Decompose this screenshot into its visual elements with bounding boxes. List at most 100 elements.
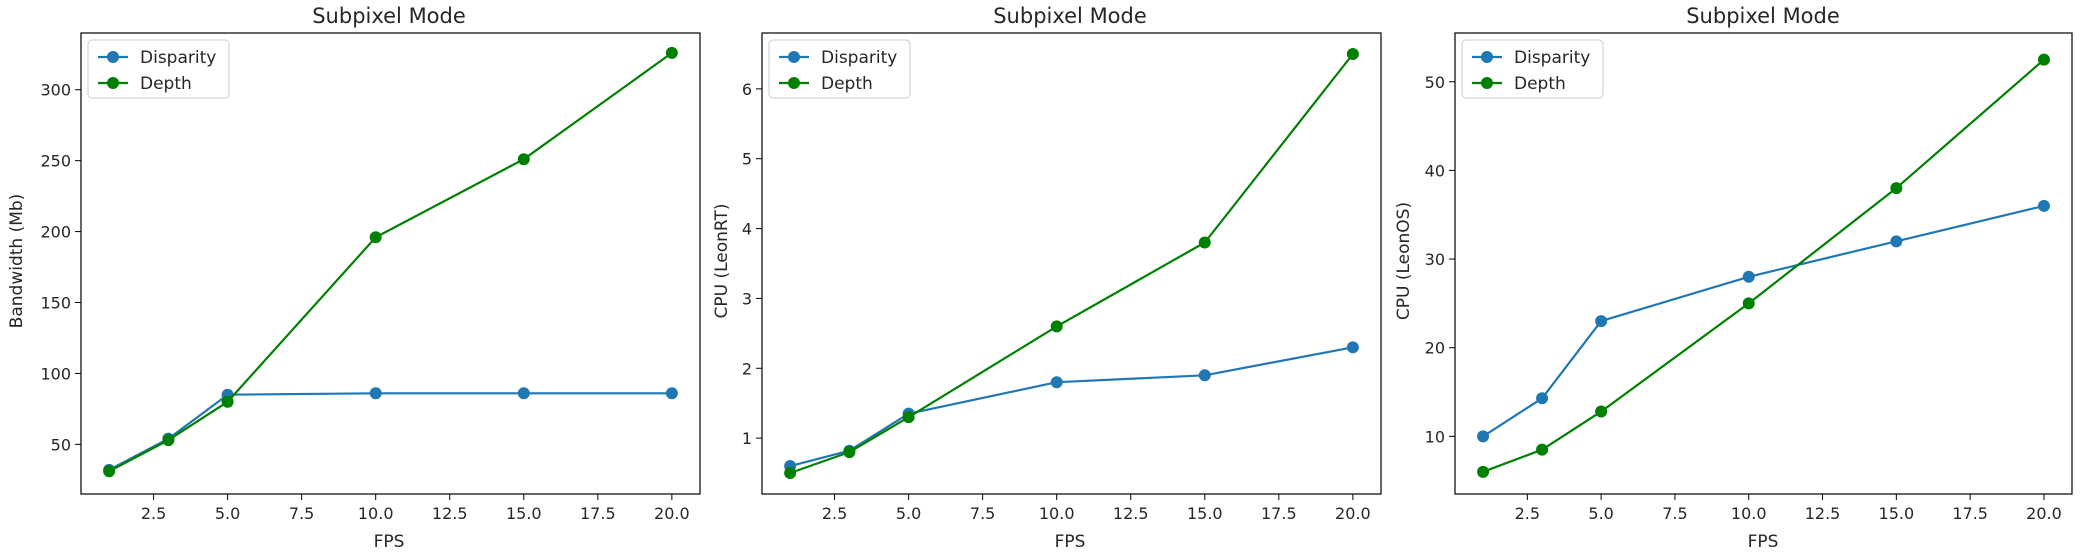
legend-marker-depth (107, 77, 119, 89)
data-point-disparity (1198, 369, 1211, 382)
x-tick-label: 17.5 (1952, 504, 1988, 523)
y-axis-label: Bandwidth (Mb) (7, 194, 27, 329)
data-point-disparity (1050, 376, 1063, 389)
data-point-depth (665, 46, 678, 59)
data-point-depth (517, 153, 530, 166)
x-tick-label: 10.0 (1731, 504, 1767, 523)
series-line-disparity (789, 346, 1354, 468)
x-tick-label: 5.0 (896, 504, 921, 523)
chart-cpu-leonos: Subpixel Mode FPS CPU (LeonOS) 2.5 5.0 7.5… (1394, 4, 2073, 552)
x-tick-label: 5.0 (1588, 504, 1613, 523)
data-point-depth (784, 467, 797, 480)
x-tick-label: 20.0 (2026, 504, 2062, 523)
data-point-depth (162, 434, 175, 447)
y-tick-label: 150 (40, 294, 71, 313)
legend-label-disparity: Disparity (140, 48, 216, 68)
x-tick-label: 10.0 (358, 504, 394, 523)
y-axis-label: CPU (LeonOS) (1394, 202, 1414, 320)
x-tick-label: 10.0 (1039, 504, 1075, 523)
x-tick-label: 7.5 (1662, 504, 1687, 523)
legend-marker-depth (788, 77, 800, 89)
x-tick-label: 12.5 (1113, 504, 1149, 523)
chart-title: Subpixel Mode (1686, 4, 1840, 28)
data-point-disparity (369, 387, 382, 400)
x-tick-label: 2.5 (141, 504, 166, 523)
data-point-depth (1346, 47, 1359, 60)
y-tick-label: 30 (1425, 250, 1445, 269)
chart-title: Subpixel Mode (993, 4, 1147, 28)
legend-marker-depth (1481, 77, 1493, 89)
data-point-depth (221, 395, 234, 408)
series-line-disparity (1482, 204, 2045, 438)
chart-cpu-leonrt: Subpixel Mode FPS CPU (LeonRT) 2.5 5.0 7.5… (712, 4, 1382, 552)
axes-frame (1454, 32, 2073, 495)
y-tick-label: 3 (742, 289, 752, 308)
y-tick-label: 10 (1425, 427, 1445, 446)
chart-bandwidth: Subpixel Mode FPS Bandwidth (Mb) 2.5 5.0 7… (7, 4, 701, 552)
series-line-depth (789, 53, 1354, 475)
series-line-disparity (108, 392, 672, 471)
legend-marker-disparity (1481, 51, 1493, 63)
x-axis-label: FPS (374, 532, 405, 552)
legend: Disparity Depth (87, 39, 230, 99)
x-tick-label: 15.0 (506, 504, 542, 523)
data-point-depth (1742, 297, 1755, 310)
data-point-disparity (517, 387, 530, 400)
y-tick-label: 200 (40, 223, 71, 242)
y-tick-label: 6 (742, 80, 752, 99)
legend-marker-disparity (107, 51, 119, 63)
y-tick-label: 4 (742, 220, 752, 239)
x-tick-label: 7.5 (289, 504, 314, 523)
data-point-disparity (2037, 199, 2050, 212)
data-point-depth (369, 231, 382, 244)
data-point-depth (1050, 320, 1063, 333)
x-tick-label: 20.0 (1335, 504, 1371, 523)
y-tick-label: 100 (40, 364, 71, 383)
axes-frame (80, 32, 701, 495)
data-point-depth (902, 411, 915, 424)
legend-label-disparity: Disparity (821, 48, 897, 68)
x-tick-label: 7.5 (970, 504, 995, 523)
data-point-depth (1890, 182, 1903, 195)
legend-label-depth: Depth (140, 74, 192, 94)
data-point-disparity (1742, 270, 1755, 283)
data-point-disparity (1346, 341, 1359, 354)
x-tick-label: 5.0 (215, 504, 240, 523)
series-line-depth (1482, 58, 2045, 473)
y-tick-label: 40 (1425, 161, 1445, 180)
y-tick-label: 50 (51, 435, 71, 454)
x-axis-label: FPS (1748, 532, 1779, 552)
legend-label-depth: Depth (1514, 74, 1566, 94)
data-point-disparity (665, 387, 678, 400)
x-tick-label: 20.0 (654, 504, 690, 523)
data-point-disparity (1477, 430, 1490, 443)
x-tick-label: 17.5 (580, 504, 616, 523)
x-tick-label: 17.5 (1261, 504, 1297, 523)
x-tick-label: 15.0 (1879, 504, 1915, 523)
y-tick-label: 2 (742, 359, 752, 378)
series-line-depth (108, 52, 673, 473)
x-tick-label: 2.5 (1515, 504, 1540, 523)
data-point-depth (1477, 465, 1490, 478)
data-point-depth (1198, 236, 1211, 249)
data-point-depth (843, 446, 856, 459)
y-tick-label: 50 (1425, 73, 1445, 92)
data-point-disparity (1536, 392, 1549, 405)
x-tick-label: 12.5 (432, 504, 468, 523)
axes-frame (761, 32, 1382, 495)
legend-label-depth: Depth (821, 74, 873, 94)
chart-title: Subpixel Mode (312, 4, 466, 28)
data-point-depth (103, 465, 116, 478)
x-tick-label: 12.5 (1805, 504, 1841, 523)
x-axis-label: FPS (1055, 532, 1086, 552)
y-tick-label: 300 (40, 81, 71, 100)
legend: Disparity Depth (768, 39, 911, 99)
legend-marker-disparity (788, 51, 800, 63)
y-tick-label: 5 (742, 150, 752, 169)
y-tick-label: 250 (40, 152, 71, 171)
x-tick-label: 2.5 (822, 504, 847, 523)
y-tick-label: 1 (742, 429, 752, 448)
legend: Disparity Depth (1461, 39, 1604, 99)
data-point-disparity (1890, 235, 1903, 248)
